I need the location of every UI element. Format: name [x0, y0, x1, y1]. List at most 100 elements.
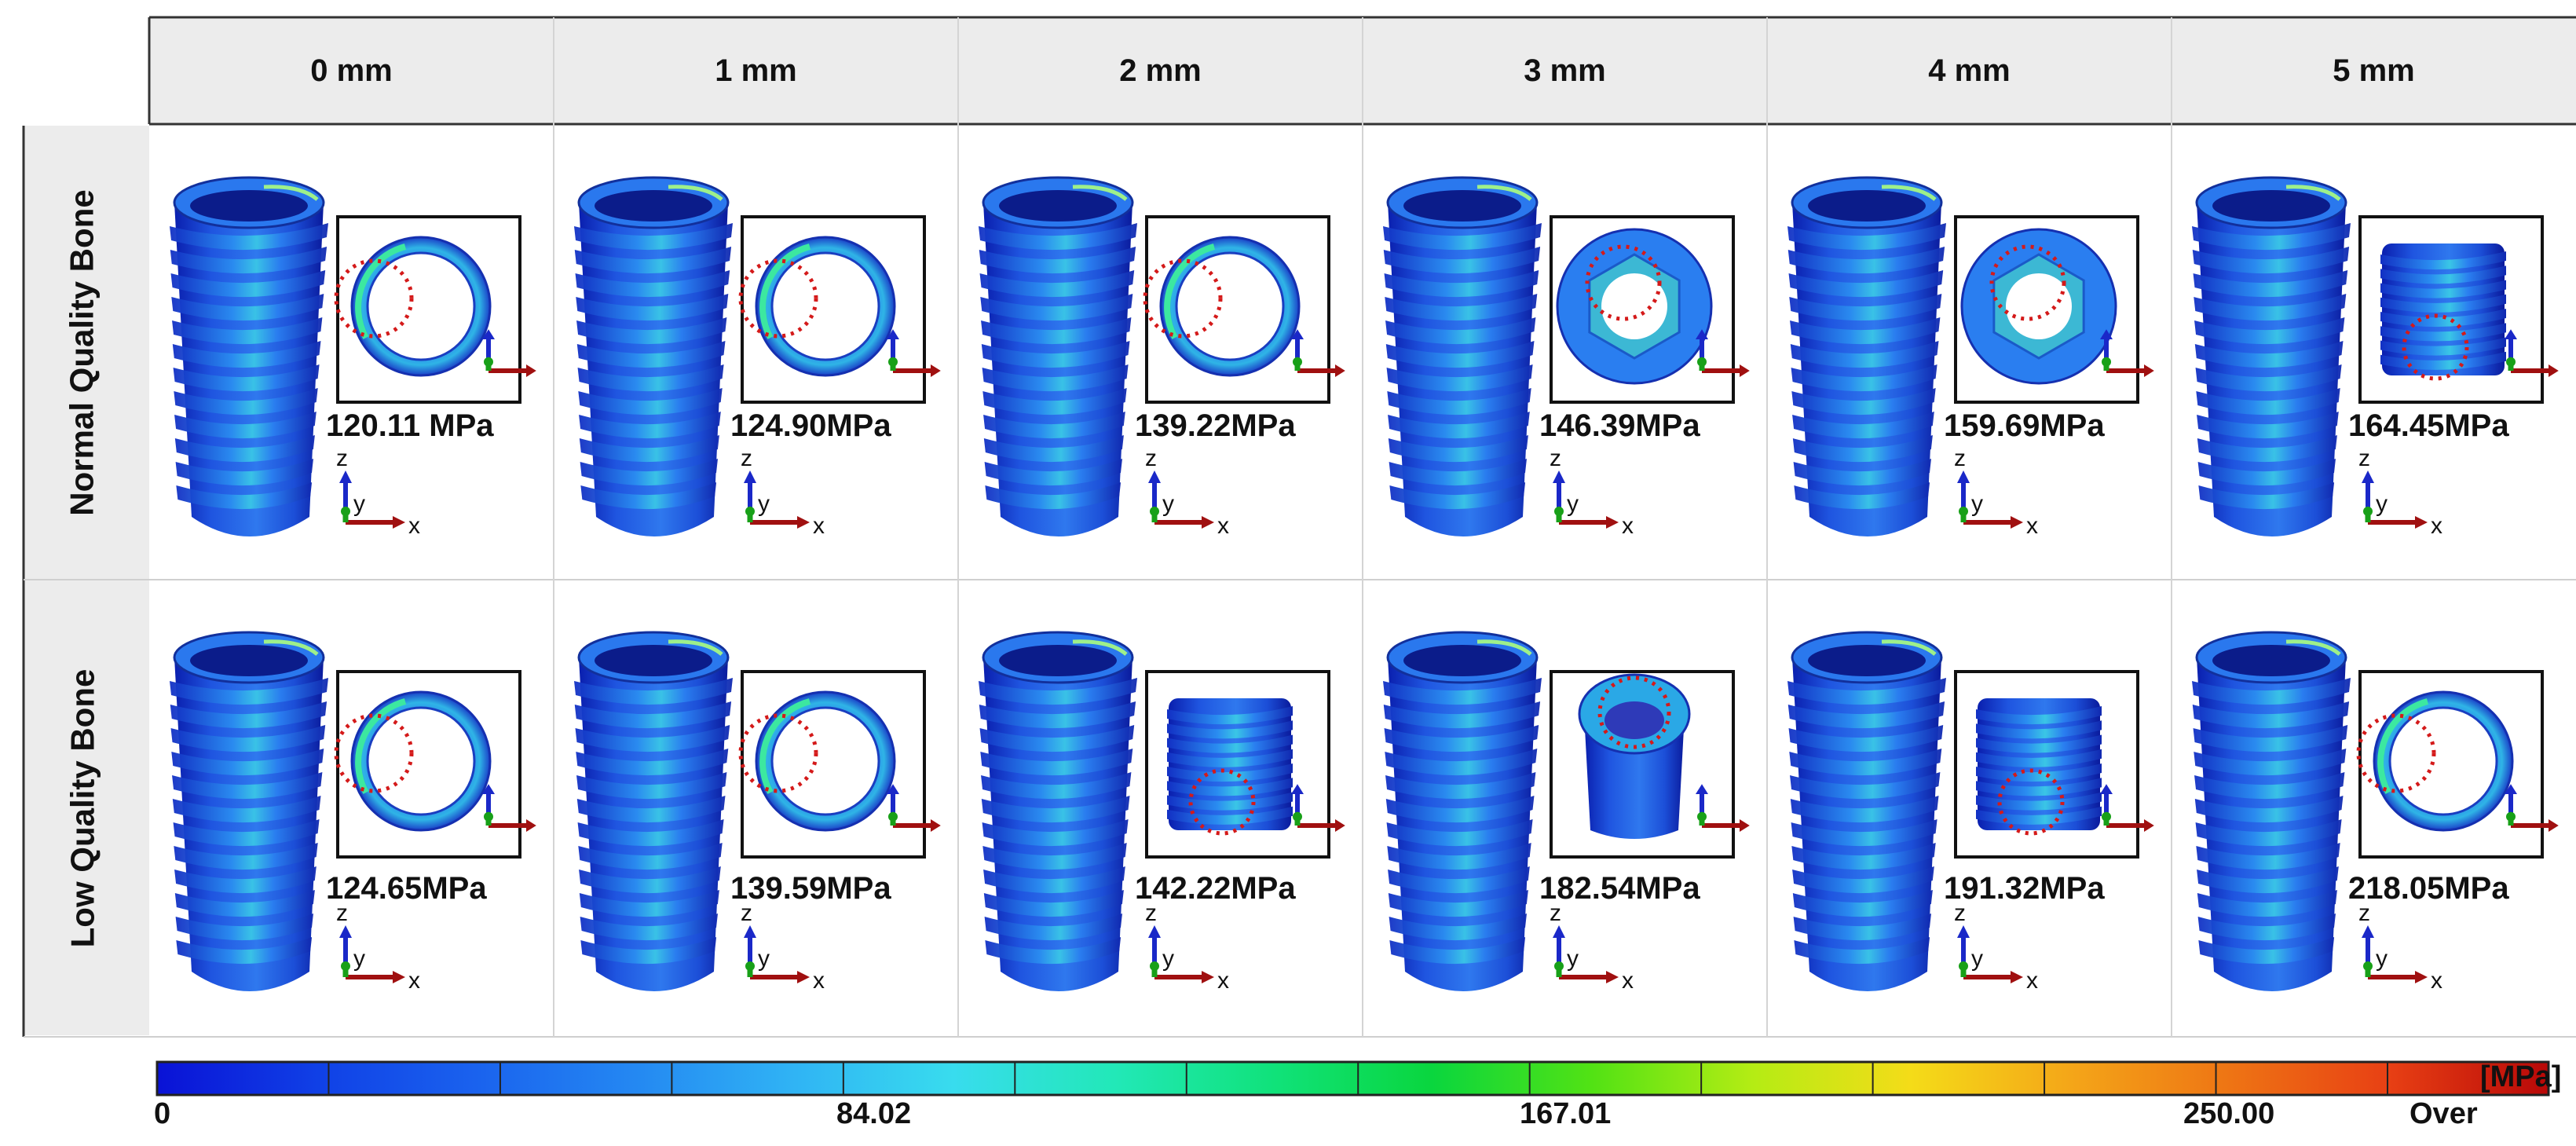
axis-label-x: x — [408, 968, 420, 994]
axis-label-y: y — [353, 491, 365, 517]
axis-triad — [2100, 784, 2154, 832]
axis-triad — [2505, 329, 2559, 377]
result-cell: zy x — [170, 176, 536, 539]
implant-model — [2192, 631, 2351, 991]
max-stress-value: 191.32MPa — [1944, 871, 2105, 906]
result-cell: zy x — [1383, 176, 1750, 539]
implant-model — [1787, 176, 1946, 536]
colorbar-tick-167: 167.01 — [1520, 1097, 1612, 1130]
result-cell: zy x — [2192, 631, 2559, 994]
implant-model — [979, 176, 1137, 536]
max-stress-value: 182.54MPa — [1539, 871, 1700, 906]
implant-model — [1383, 631, 1542, 991]
row-label-low-text: Low Quality Bone — [64, 668, 101, 947]
cross-section-inset — [2358, 215, 2559, 404]
max-stress-value: 139.22MPa — [1135, 408, 1296, 443]
axis-label-z: z — [1550, 445, 1561, 471]
axis-triad: zy x — [2358, 900, 2442, 994]
cross-section-inset — [1550, 670, 1750, 859]
axis-label-z: z — [336, 445, 348, 471]
axis-label-y: y — [758, 946, 770, 972]
axis-triad: zy x — [2358, 445, 2442, 539]
axis-label-x: x — [813, 968, 825, 994]
axis-triad — [1291, 329, 1345, 377]
axis-triad: zy x — [741, 900, 825, 994]
cross-section-inset — [738, 215, 941, 404]
axis-triad: zy x — [1145, 900, 1229, 994]
max-stress-value: 218.05MPa — [2348, 871, 2509, 906]
cross-section-inset — [1954, 670, 2154, 859]
axis-triad — [887, 329, 941, 377]
axis-label-y: y — [1971, 491, 1983, 517]
implant-model — [170, 176, 328, 536]
axis-label-x: x — [408, 513, 420, 539]
axis-label-y: y — [1567, 491, 1579, 517]
axis-label-z: z — [1954, 900, 1966, 926]
column-header: 5 mm — [2333, 53, 2415, 88]
implant-model — [1787, 631, 1946, 991]
result-cell: zy x — [979, 176, 1345, 539]
axis-label-y: y — [353, 946, 365, 972]
max-stress-value: 164.45MPa — [2348, 408, 2509, 443]
axis-label-y: y — [758, 491, 770, 517]
result-cell: zy x — [574, 631, 941, 994]
axis-label-x: x — [2431, 513, 2442, 539]
axis-label-z: z — [2358, 900, 2370, 926]
row-label-low: Low Quality Bone — [24, 580, 141, 1035]
colorbar-ramp — [156, 1060, 2550, 1097]
result-cell: zy x — [2192, 176, 2559, 539]
colorbar-tick-0: 0 — [154, 1097, 171, 1130]
max-stress-value: 124.90MPa — [730, 408, 891, 443]
axis-triad: zy x — [1550, 445, 1634, 539]
axis-label-y: y — [2376, 491, 2388, 517]
result-cell: zy x — [170, 631, 536, 994]
axis-label-x: x — [1217, 968, 1229, 994]
axis-triad — [2100, 329, 2154, 377]
axis-triad: zy x — [336, 900, 420, 994]
cross-section-inset — [2356, 670, 2559, 859]
row-label-band-low — [24, 580, 149, 1035]
colorbar-tick-over: Over — [2410, 1097, 2478, 1130]
implant-model — [170, 631, 328, 991]
colorbar-tick-84: 84.02 — [836, 1097, 912, 1130]
result-cell: zy x — [1787, 176, 2154, 539]
result-cell: zy x — [1787, 631, 2154, 994]
column-header: 1 mm — [715, 53, 797, 88]
axis-triad: zy x — [1145, 445, 1229, 539]
axis-triad: zy x — [1954, 900, 2038, 994]
axis-label-y: y — [2376, 946, 2388, 972]
axis-label-x: x — [1622, 513, 1634, 539]
axis-label-y: y — [1567, 946, 1579, 972]
result-cell: zy x — [1383, 631, 1750, 994]
cross-section-inset — [334, 215, 536, 404]
axis-label-x: x — [1622, 968, 1634, 994]
axis-label-z: z — [1145, 900, 1157, 926]
max-stress-value: 120.11 MPa — [326, 408, 494, 443]
axis-label-y: y — [1162, 946, 1174, 972]
axis-triad — [1696, 329, 1750, 377]
axis-label-x: x — [813, 513, 825, 539]
row-label-normal-text: Normal Quality Bone — [64, 189, 101, 516]
axis-label-x: x — [2431, 968, 2442, 994]
axis-triad: zy x — [741, 445, 825, 539]
axis-label-y: y — [1971, 946, 1983, 972]
implant-model — [574, 176, 733, 536]
result-cell: zy x — [574, 176, 941, 539]
axis-label-z: z — [2358, 445, 2370, 471]
row-label-normal: Normal Quality Bone — [24, 126, 141, 579]
axis-triad: zy x — [1550, 900, 1634, 994]
axis-triad: zy x — [336, 445, 420, 539]
column-header: 0 mm — [310, 53, 393, 88]
axis-triad — [1291, 784, 1345, 832]
column-header: 4 mm — [1928, 53, 2011, 88]
max-stress-value: 146.39MPa — [1539, 408, 1700, 443]
axis-label-z: z — [741, 900, 752, 926]
colorbar-tick-250: 250.00 — [2183, 1097, 2275, 1130]
colorbar-unit: [MPa] — [2480, 1060, 2562, 1093]
colorbar — [156, 1060, 2550, 1097]
row-label-band-normal — [24, 126, 149, 579]
column-header: 3 mm — [1524, 53, 1606, 88]
cross-section-inset — [334, 670, 536, 859]
